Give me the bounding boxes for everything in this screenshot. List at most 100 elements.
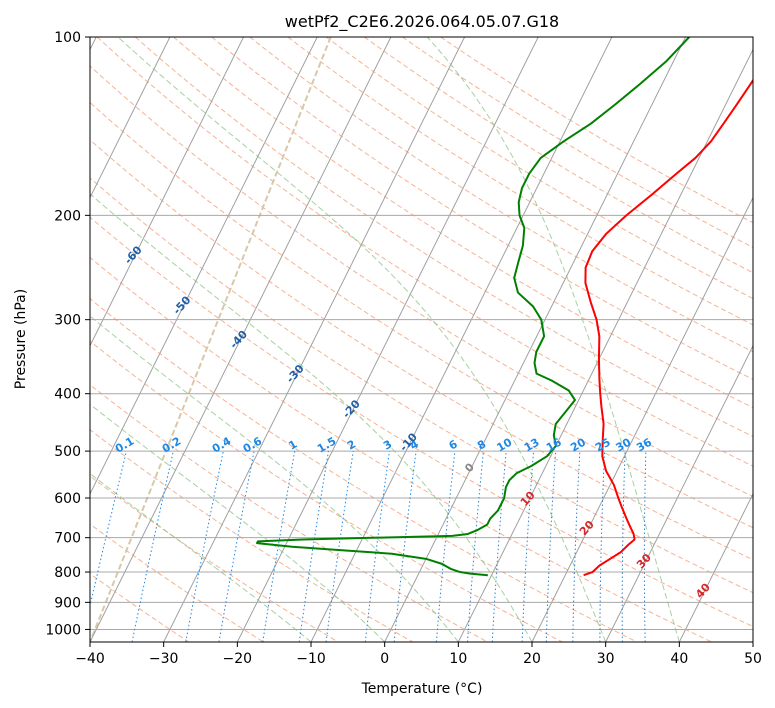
dry-adiabat bbox=[135, 37, 753, 438]
mixing-ratio-line bbox=[325, 451, 354, 642]
mixing-ratio-label: 16 bbox=[544, 435, 564, 454]
mixing-ratio-label: 6 bbox=[447, 437, 460, 452]
dry-adiabat bbox=[363, 37, 753, 274]
plot-frame bbox=[89, 36, 754, 643]
isotherm-line bbox=[752, 640, 753, 642]
x-tick-label: 50 bbox=[744, 651, 762, 667]
dry-adiabat bbox=[402, 37, 753, 249]
dry-adiabat bbox=[325, 37, 753, 300]
mixing-ratio-label: 1.5 bbox=[315, 435, 338, 456]
dry-adiabat bbox=[90, 256, 712, 642]
mixing-ratio-line bbox=[467, 451, 484, 642]
isotherm-line bbox=[90, 37, 392, 642]
plot-background bbox=[90, 37, 753, 642]
moist-adiabat bbox=[90, 472, 312, 642]
isotherm-line bbox=[310, 37, 613, 642]
mixing-ratio-line bbox=[218, 451, 255, 642]
moist-adiabat bbox=[90, 403, 386, 642]
x-tick-label: 0 bbox=[380, 651, 389, 667]
isotherm-label: 10 bbox=[518, 489, 538, 509]
isotherm-line bbox=[236, 37, 539, 642]
mixing-ratio-line bbox=[599, 451, 606, 642]
mixing-ratio-label: 13 bbox=[522, 436, 542, 455]
dry-adiabat bbox=[249, 37, 753, 353]
x-tick-label: 30 bbox=[597, 651, 615, 667]
chart-title: wetPf2_C2E6.2026.064.05.07.G18 bbox=[285, 12, 559, 32]
dry-adiabat bbox=[90, 298, 638, 642]
isotherm-line bbox=[457, 48, 753, 642]
dry-adiabat bbox=[90, 340, 563, 642]
y-tick-label: 100 bbox=[54, 30, 81, 46]
y-tick-label: 900 bbox=[54, 595, 81, 611]
isotherm-label: -60 bbox=[122, 243, 145, 267]
mixing-ratio-line bbox=[643, 451, 647, 642]
isotherm-label: -30 bbox=[284, 362, 307, 386]
freezing-curve bbox=[90, 37, 332, 642]
mixing-ratio-line bbox=[435, 451, 456, 642]
x-tick-label: −40 bbox=[75, 651, 105, 667]
mixing-ratio-label: 0.4 bbox=[210, 434, 234, 455]
mixing-ratio-line bbox=[621, 451, 626, 642]
dry-adiabat bbox=[96, 37, 753, 467]
mixing-ratio-line bbox=[364, 451, 390, 642]
moist-adiabat bbox=[90, 315, 459, 642]
mixing-ratio-line bbox=[572, 451, 581, 642]
moist-adiabat bbox=[426, 37, 680, 642]
mixing-ratio-line bbox=[131, 450, 174, 642]
isotherm-line bbox=[605, 344, 753, 642]
dry-adiabat bbox=[173, 37, 753, 409]
isotherm-line bbox=[678, 492, 753, 642]
dry-adiabat bbox=[90, 523, 264, 642]
y-axis: 100 200 300 400 500 600 700 800 900 1000 bbox=[45, 30, 90, 638]
mixing-ratio-line bbox=[491, 451, 507, 642]
mixing-ratio-label: 3 bbox=[381, 438, 394, 453]
mixing-ratio-label: 0.6 bbox=[241, 434, 265, 455]
y-tick-label: 300 bbox=[54, 313, 81, 329]
x-tick-label: 20 bbox=[523, 651, 541, 667]
isotherm-label: -40 bbox=[227, 328, 250, 352]
mixing-ratio-line bbox=[393, 451, 417, 642]
y-axis-label: Pressure (hPa) bbox=[13, 289, 29, 389]
dry-adiabat bbox=[90, 429, 414, 642]
isotherm-line bbox=[163, 37, 466, 642]
x-tick-label: −30 bbox=[149, 651, 179, 667]
y-tick-label: 600 bbox=[54, 491, 81, 507]
x-axis: −40 −30 −20 −10 0 10 20 30 40 50 bbox=[75, 642, 762, 667]
isotherm-line bbox=[90, 37, 318, 496]
x-axis-label: Temperature (°C) bbox=[361, 681, 483, 697]
isotherm-label: 0 bbox=[462, 460, 477, 475]
isotherm-label: 20 bbox=[577, 518, 597, 538]
mixing-ratio-label: 25 bbox=[593, 436, 613, 455]
temperature-line bbox=[583, 78, 753, 577]
mixing-ratio-label: 8 bbox=[475, 438, 488, 453]
isotherm-line bbox=[90, 37, 171, 199]
dry-adiabat bbox=[90, 139, 753, 561]
isotherm-line bbox=[90, 37, 245, 347]
plot-series bbox=[256, 37, 753, 577]
y-tick-label: 200 bbox=[54, 208, 81, 224]
mixing-ratio-line bbox=[90, 450, 127, 609]
isotherm-line bbox=[384, 37, 687, 642]
y-tick-label: 500 bbox=[54, 444, 81, 460]
plot-line-labels: 0.10.20.40.611.52346810131620253036-100-… bbox=[16, 160, 713, 601]
dry-adiabat bbox=[90, 101, 753, 529]
mixing-ratio-label: 2 bbox=[345, 438, 358, 453]
isotherm-label: 30 bbox=[634, 551, 654, 571]
isotherm-label: 40 bbox=[693, 581, 713, 601]
mixing-ratio-line bbox=[545, 451, 557, 642]
dewpoint-line bbox=[256, 37, 690, 577]
x-tick-label: 10 bbox=[449, 651, 467, 667]
x-tick-label: −20 bbox=[223, 651, 253, 667]
dry-adiabat bbox=[90, 216, 753, 628]
moist-adiabat bbox=[117, 37, 607, 642]
y-tick-label: 800 bbox=[54, 565, 81, 581]
dry-adiabat bbox=[440, 37, 753, 224]
isotherm-label: -80 bbox=[16, 160, 39, 184]
isotherm-line bbox=[531, 196, 753, 642]
y-tick-label: 400 bbox=[54, 387, 81, 403]
dry-adiabat bbox=[211, 37, 753, 380]
mixing-ratio-label: 20 bbox=[568, 435, 588, 454]
y-tick-label: 1000 bbox=[45, 622, 81, 638]
x-tick-label: −10 bbox=[296, 651, 326, 667]
